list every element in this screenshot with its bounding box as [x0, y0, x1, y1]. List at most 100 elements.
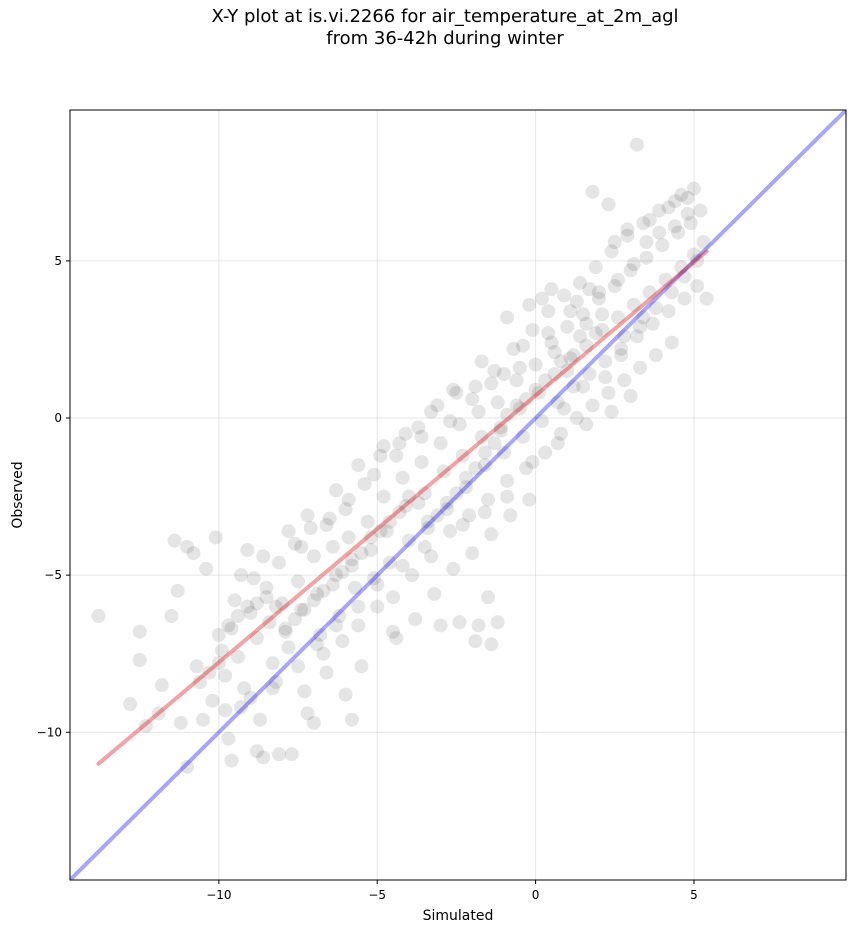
data-point — [591, 285, 606, 300]
data-point — [658, 272, 673, 287]
grid-lines — [70, 110, 846, 880]
data-point — [401, 489, 416, 504]
data-point — [291, 574, 306, 589]
identity-line — [70, 110, 846, 880]
data-point — [414, 455, 429, 469]
data-point — [164, 609, 179, 623]
data-point — [341, 492, 356, 507]
data-point — [458, 480, 473, 495]
data-point — [240, 543, 255, 557]
data-point — [591, 291, 606, 306]
x-tick-label: 5 — [690, 888, 698, 902]
data-point — [351, 618, 366, 633]
data-point — [351, 599, 366, 614]
data-point — [151, 706, 166, 721]
data-point — [677, 269, 692, 284]
data-point — [522, 492, 537, 507]
data-point — [629, 329, 644, 344]
data-point — [392, 436, 407, 451]
data-point — [636, 216, 651, 231]
data-point — [306, 715, 321, 730]
data-point — [306, 593, 321, 608]
data-point — [439, 495, 454, 510]
data-point — [170, 583, 185, 598]
data-point — [139, 719, 154, 733]
data-point — [436, 464, 451, 479]
data-point — [417, 486, 432, 501]
data-point — [610, 272, 625, 287]
data-point — [474, 354, 489, 369]
data-point — [265, 681, 280, 696]
data-point — [230, 609, 245, 623]
data-point — [629, 137, 644, 152]
y-axis-label: Observed — [10, 461, 26, 528]
data-point — [572, 275, 587, 290]
data-point — [405, 568, 420, 583]
data-point — [218, 668, 233, 683]
data-point — [576, 307, 591, 322]
data-point — [335, 565, 350, 579]
data-point — [500, 310, 515, 325]
chart-title: X-Y plot at is.vi.2266 for air_temperatu… — [0, 6, 854, 50]
data-point — [294, 602, 309, 617]
data-point — [598, 354, 613, 369]
x-tick-label: −10 — [206, 888, 231, 902]
data-point — [256, 549, 271, 564]
data-point — [455, 448, 470, 463]
data-point — [414, 429, 429, 444]
data-point — [186, 546, 201, 561]
data-point — [585, 184, 600, 199]
data-point — [595, 323, 610, 337]
data-point — [192, 675, 207, 689]
data-point — [354, 659, 369, 674]
data-point — [645, 316, 660, 331]
data-point — [560, 319, 575, 334]
y-tick-label: −10 — [37, 725, 62, 739]
data-point — [484, 376, 499, 391]
x-axis-label: Simulated — [423, 908, 494, 924]
data-point — [424, 549, 439, 564]
data-point — [512, 401, 527, 416]
data-point — [531, 385, 546, 400]
data-point — [484, 527, 499, 542]
data-point — [227, 593, 242, 608]
data-point — [249, 596, 264, 611]
data-point — [272, 555, 287, 570]
data-point — [316, 583, 331, 598]
data-point — [674, 260, 689, 275]
data-point — [411, 495, 426, 510]
data-point — [617, 373, 632, 388]
data-point — [199, 561, 214, 576]
data-point — [487, 363, 502, 378]
data-point — [547, 367, 562, 381]
data-point — [275, 596, 290, 611]
data-point — [506, 341, 521, 356]
data-point — [411, 420, 426, 435]
data-point — [218, 703, 233, 718]
data-point — [525, 323, 540, 337]
data-point — [563, 304, 578, 319]
data-point — [541, 304, 556, 319]
data-point — [626, 297, 641, 312]
data-point — [386, 590, 401, 605]
data-point — [246, 571, 261, 586]
data-point — [468, 634, 483, 649]
data-point — [538, 373, 553, 388]
data-point — [588, 260, 603, 275]
data-point — [639, 250, 654, 265]
data-point — [123, 697, 138, 711]
data-point — [674, 187, 689, 202]
axis-ticks: −10 −5 0 5 −10 −5 0 5 — [37, 254, 698, 902]
data-point — [607, 235, 622, 249]
data-point — [443, 414, 458, 429]
data-point — [553, 354, 568, 369]
data-point — [452, 615, 467, 630]
data-point — [420, 514, 435, 529]
data-point — [579, 417, 594, 432]
data-point — [544, 335, 559, 350]
data-point — [344, 558, 359, 573]
data-point — [341, 530, 356, 545]
data-point — [329, 568, 344, 583]
data-point — [642, 285, 657, 300]
data-point — [363, 530, 378, 545]
